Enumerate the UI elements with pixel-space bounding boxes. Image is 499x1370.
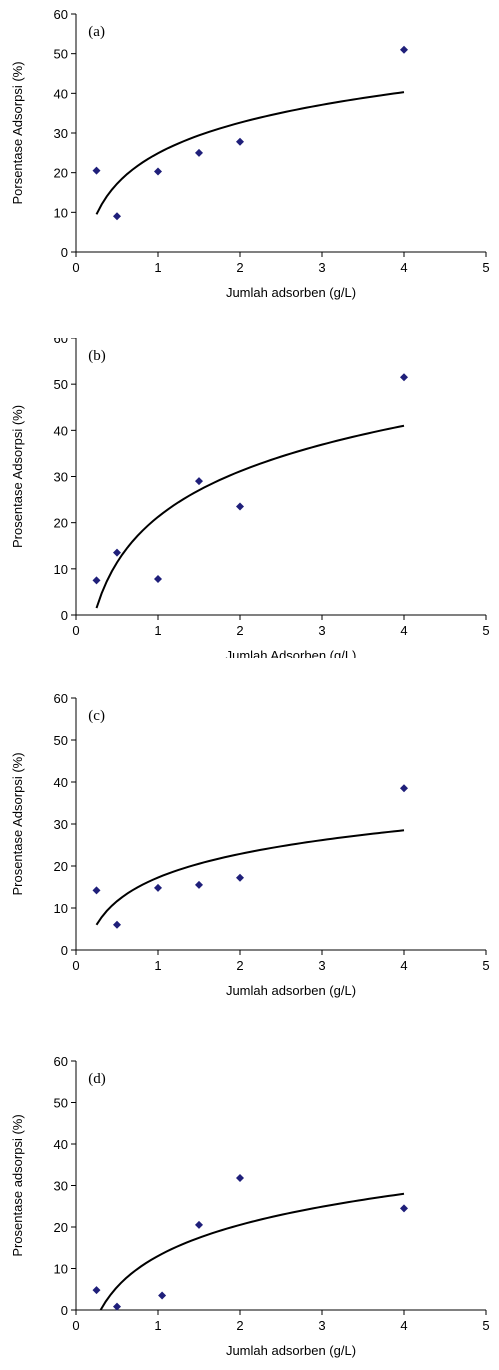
data-point [92, 166, 101, 175]
y-tick-label: 0 [61, 245, 68, 260]
y-tick-label: 50 [54, 377, 68, 392]
x-tick-label: 1 [154, 958, 161, 973]
trend-line [99, 1192, 405, 1311]
data-point [195, 880, 203, 889]
data-point [236, 502, 244, 511]
x-tick-label: 4 [400, 1318, 407, 1333]
data-point [400, 45, 408, 54]
y-tick-label: 10 [54, 562, 68, 577]
chart-panel-c: 0 10 20 30 40 50 60 0 1 2 3 4 5 Jumlah adsorben (g/L)… [10, 691, 490, 998]
data-point [400, 373, 408, 382]
x-axis-label: Jumlah adsorben (g/L) [226, 983, 356, 998]
data-point [92, 576, 101, 585]
trend-line [95, 91, 405, 215]
y-axis-label: Prosentase adsorpsi (%) [10, 1114, 25, 1256]
y-tick-label: 30 [54, 1179, 68, 1194]
data-point [195, 1220, 203, 1229]
y-tick-label: 60 [54, 1054, 68, 1069]
y-axis-label: Prosentase Adsorpsi (%) [10, 752, 25, 895]
data-point [400, 1204, 408, 1213]
x-tick-label: 0 [72, 958, 79, 973]
data-point [113, 920, 121, 929]
x-tick-label: 1 [154, 623, 161, 638]
y-tick-label: 50 [54, 1096, 68, 1111]
x-tick-label: 4 [400, 958, 407, 973]
x-tick-label: 0 [72, 1318, 79, 1333]
y-axis-label: Prosentase Adsorpsi (%) [10, 405, 25, 548]
x-tick-label: 2 [236, 623, 243, 638]
data-point [113, 212, 121, 221]
x-tick-label: 3 [318, 958, 325, 973]
y-tick-label: 60 [54, 7, 68, 22]
y-tick-label: 10 [54, 901, 68, 916]
x-tick-label: 2 [236, 958, 243, 973]
data-point [236, 873, 244, 882]
data-point [113, 548, 121, 557]
y-tick-label: 10 [54, 1262, 68, 1277]
x-axis-label: Jumlah adsorben (g/L) [226, 285, 356, 300]
data-point [154, 883, 162, 892]
x-tick-label: 3 [318, 1318, 325, 1333]
y-tick-label: 10 [54, 205, 68, 220]
x-tick-label: 0 [72, 260, 79, 275]
y-tick-label: 50 [54, 47, 68, 62]
panel-label: (c) [88, 708, 105, 724]
x-tick-label: 1 [154, 260, 161, 275]
data-point [154, 167, 162, 176]
x-tick-label: 2 [236, 260, 243, 275]
panel-label: (d) [88, 1071, 106, 1087]
x-tick-label: 5 [482, 260, 489, 275]
x-tick-label: 5 [482, 1318, 489, 1333]
y-tick-label: 30 [54, 817, 68, 832]
y-tick-label: 20 [54, 1220, 68, 1235]
data-point [236, 1174, 244, 1183]
x-tick-label: 3 [318, 623, 325, 638]
chart-panel-b: 0 10 20 30 40 50 60 0 1 2 3 4 5 Jumlah Adsorben (g/L)… [10, 338, 490, 658]
data-point [195, 477, 203, 486]
data-point [236, 137, 244, 146]
x-tick-label: 4 [400, 623, 407, 638]
panel-label: (a) [88, 24, 105, 40]
data-point [158, 1291, 167, 1300]
y-tick-label: 30 [54, 126, 68, 141]
y-tick-label: 20 [54, 859, 68, 874]
x-tick-label: 5 [482, 958, 489, 973]
y-tick-label: 20 [54, 516, 68, 531]
data-point [154, 574, 162, 583]
y-axis-label: Porsentase Adsorpsi (%) [10, 61, 25, 204]
x-tick-label: 0 [72, 623, 79, 638]
data-point [92, 886, 101, 895]
y-tick-label: 60 [54, 691, 68, 706]
y-tick-label: 0 [61, 943, 68, 958]
y-tick-label: 50 [54, 733, 68, 748]
data-point [113, 1302, 121, 1311]
chart-panel-a: 0 10 20 30 40 50 60 0 1 2 3 4 5 Jumlah adsorben (g/L)… [10, 7, 490, 300]
panel-label: (b) [88, 348, 106, 364]
y-tick-label: 40 [54, 86, 68, 101]
data-point [195, 148, 203, 157]
x-tick-label: 5 [482, 623, 489, 638]
trend-line [95, 829, 405, 926]
x-tick-label: 1 [154, 1318, 161, 1333]
x-tick-label: 2 [236, 1318, 243, 1333]
y-tick-label: 60 [54, 338, 68, 346]
x-tick-label: 4 [400, 260, 407, 275]
data-point [400, 784, 408, 793]
y-tick-label: 40 [54, 1137, 68, 1152]
x-axis-label: Jumlah Adsorben (g/L) [226, 648, 357, 658]
trend-line [95, 424, 405, 609]
x-tick-label: 3 [318, 260, 325, 275]
y-tick-label: 0 [61, 608, 68, 623]
y-tick-label: 20 [54, 166, 68, 181]
x-axis-label: Jumlah adsorben (g/L) [226, 1343, 356, 1358]
y-tick-label: 0 [61, 1303, 68, 1318]
y-tick-label: 40 [54, 775, 68, 790]
data-point [92, 1286, 101, 1295]
y-tick-label: 30 [54, 470, 68, 485]
chart-panel-d: 0 10 20 30 40 50 60 0 1 2 3 4 5 Jumlah adsorben (g/L)… [10, 1054, 490, 1358]
y-tick-label: 40 [54, 423, 68, 438]
